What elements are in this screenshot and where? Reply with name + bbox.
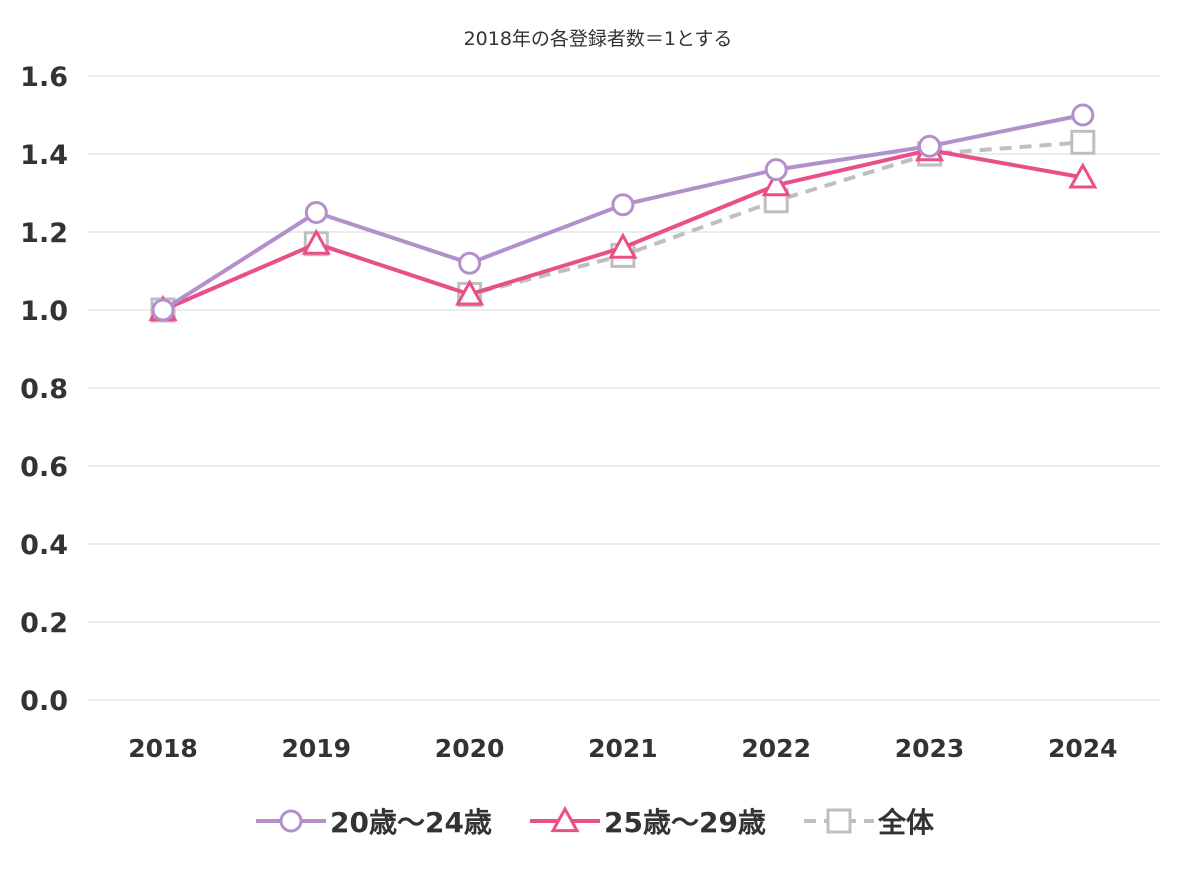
data-point — [151, 298, 175, 322]
data-point — [1070, 129, 1096, 155]
x-tick-label: 2018 — [128, 734, 198, 763]
y-tick-label: 0.6 — [20, 452, 68, 483]
data-point — [1071, 103, 1095, 127]
x-tick-label: 2024 — [1048, 734, 1118, 763]
y-tick-label: 0.8 — [20, 374, 68, 405]
legend: 20歳～24歳 25歳～29歳 全体 — [256, 805, 935, 839]
series-layer — [148, 103, 1098, 323]
legend-marker — [279, 809, 303, 833]
data-point — [458, 251, 482, 275]
grid — [88, 75, 1160, 701]
data-point — [1068, 162, 1098, 189]
x-tick-label: 2022 — [741, 734, 811, 763]
x-axis: 2018 2019 2020 2021 2022 2023 2024 — [128, 734, 1117, 763]
x-tick-label: 2019 — [282, 734, 352, 763]
data-point — [761, 170, 791, 197]
data-point — [918, 134, 941, 158]
legend-label: 25歳～29歳 — [604, 806, 766, 839]
series-circle — [151, 103, 1095, 322]
data-point — [764, 158, 788, 182]
y-tick-label: 0.0 — [20, 686, 68, 717]
legend-label: 20歳～24歳 — [330, 806, 492, 839]
y-tick-label: 0.4 — [20, 530, 68, 561]
y-tick-label: 1.2 — [20, 218, 68, 249]
x-tick-label: 2020 — [435, 734, 505, 763]
y-tick-label: 1.0 — [20, 296, 68, 327]
series-line — [162, 140, 1083, 312]
series-line — [162, 148, 1084, 312]
x-tick-label: 2021 — [588, 734, 658, 763]
data-point — [304, 201, 328, 224]
chart-subtitle: 2018年の各登録者数＝1とする — [464, 28, 733, 50]
legend-item: 20歳～24歳 — [256, 806, 492, 839]
data-point — [608, 232, 638, 259]
legend-item: 全体 — [804, 806, 935, 839]
legend-marker — [826, 808, 852, 834]
legend-marker — [550, 805, 580, 833]
y-axis: 0.0 0.2 0.4 0.6 0.8 1.0 1.2 1.4 1.6 — [20, 62, 68, 717]
y-tick-label: 0.2 — [20, 608, 68, 639]
y-tick-label: 1.6 — [20, 62, 68, 93]
y-tick-label: 1.4 — [20, 140, 68, 171]
data-point — [301, 228, 331, 255]
x-tick-label: 2023 — [895, 734, 965, 763]
legend-item: 25歳～29歳 — [530, 805, 766, 839]
data-point — [611, 193, 635, 217]
data-point — [455, 279, 485, 306]
legend-label: 全体 — [877, 806, 935, 839]
